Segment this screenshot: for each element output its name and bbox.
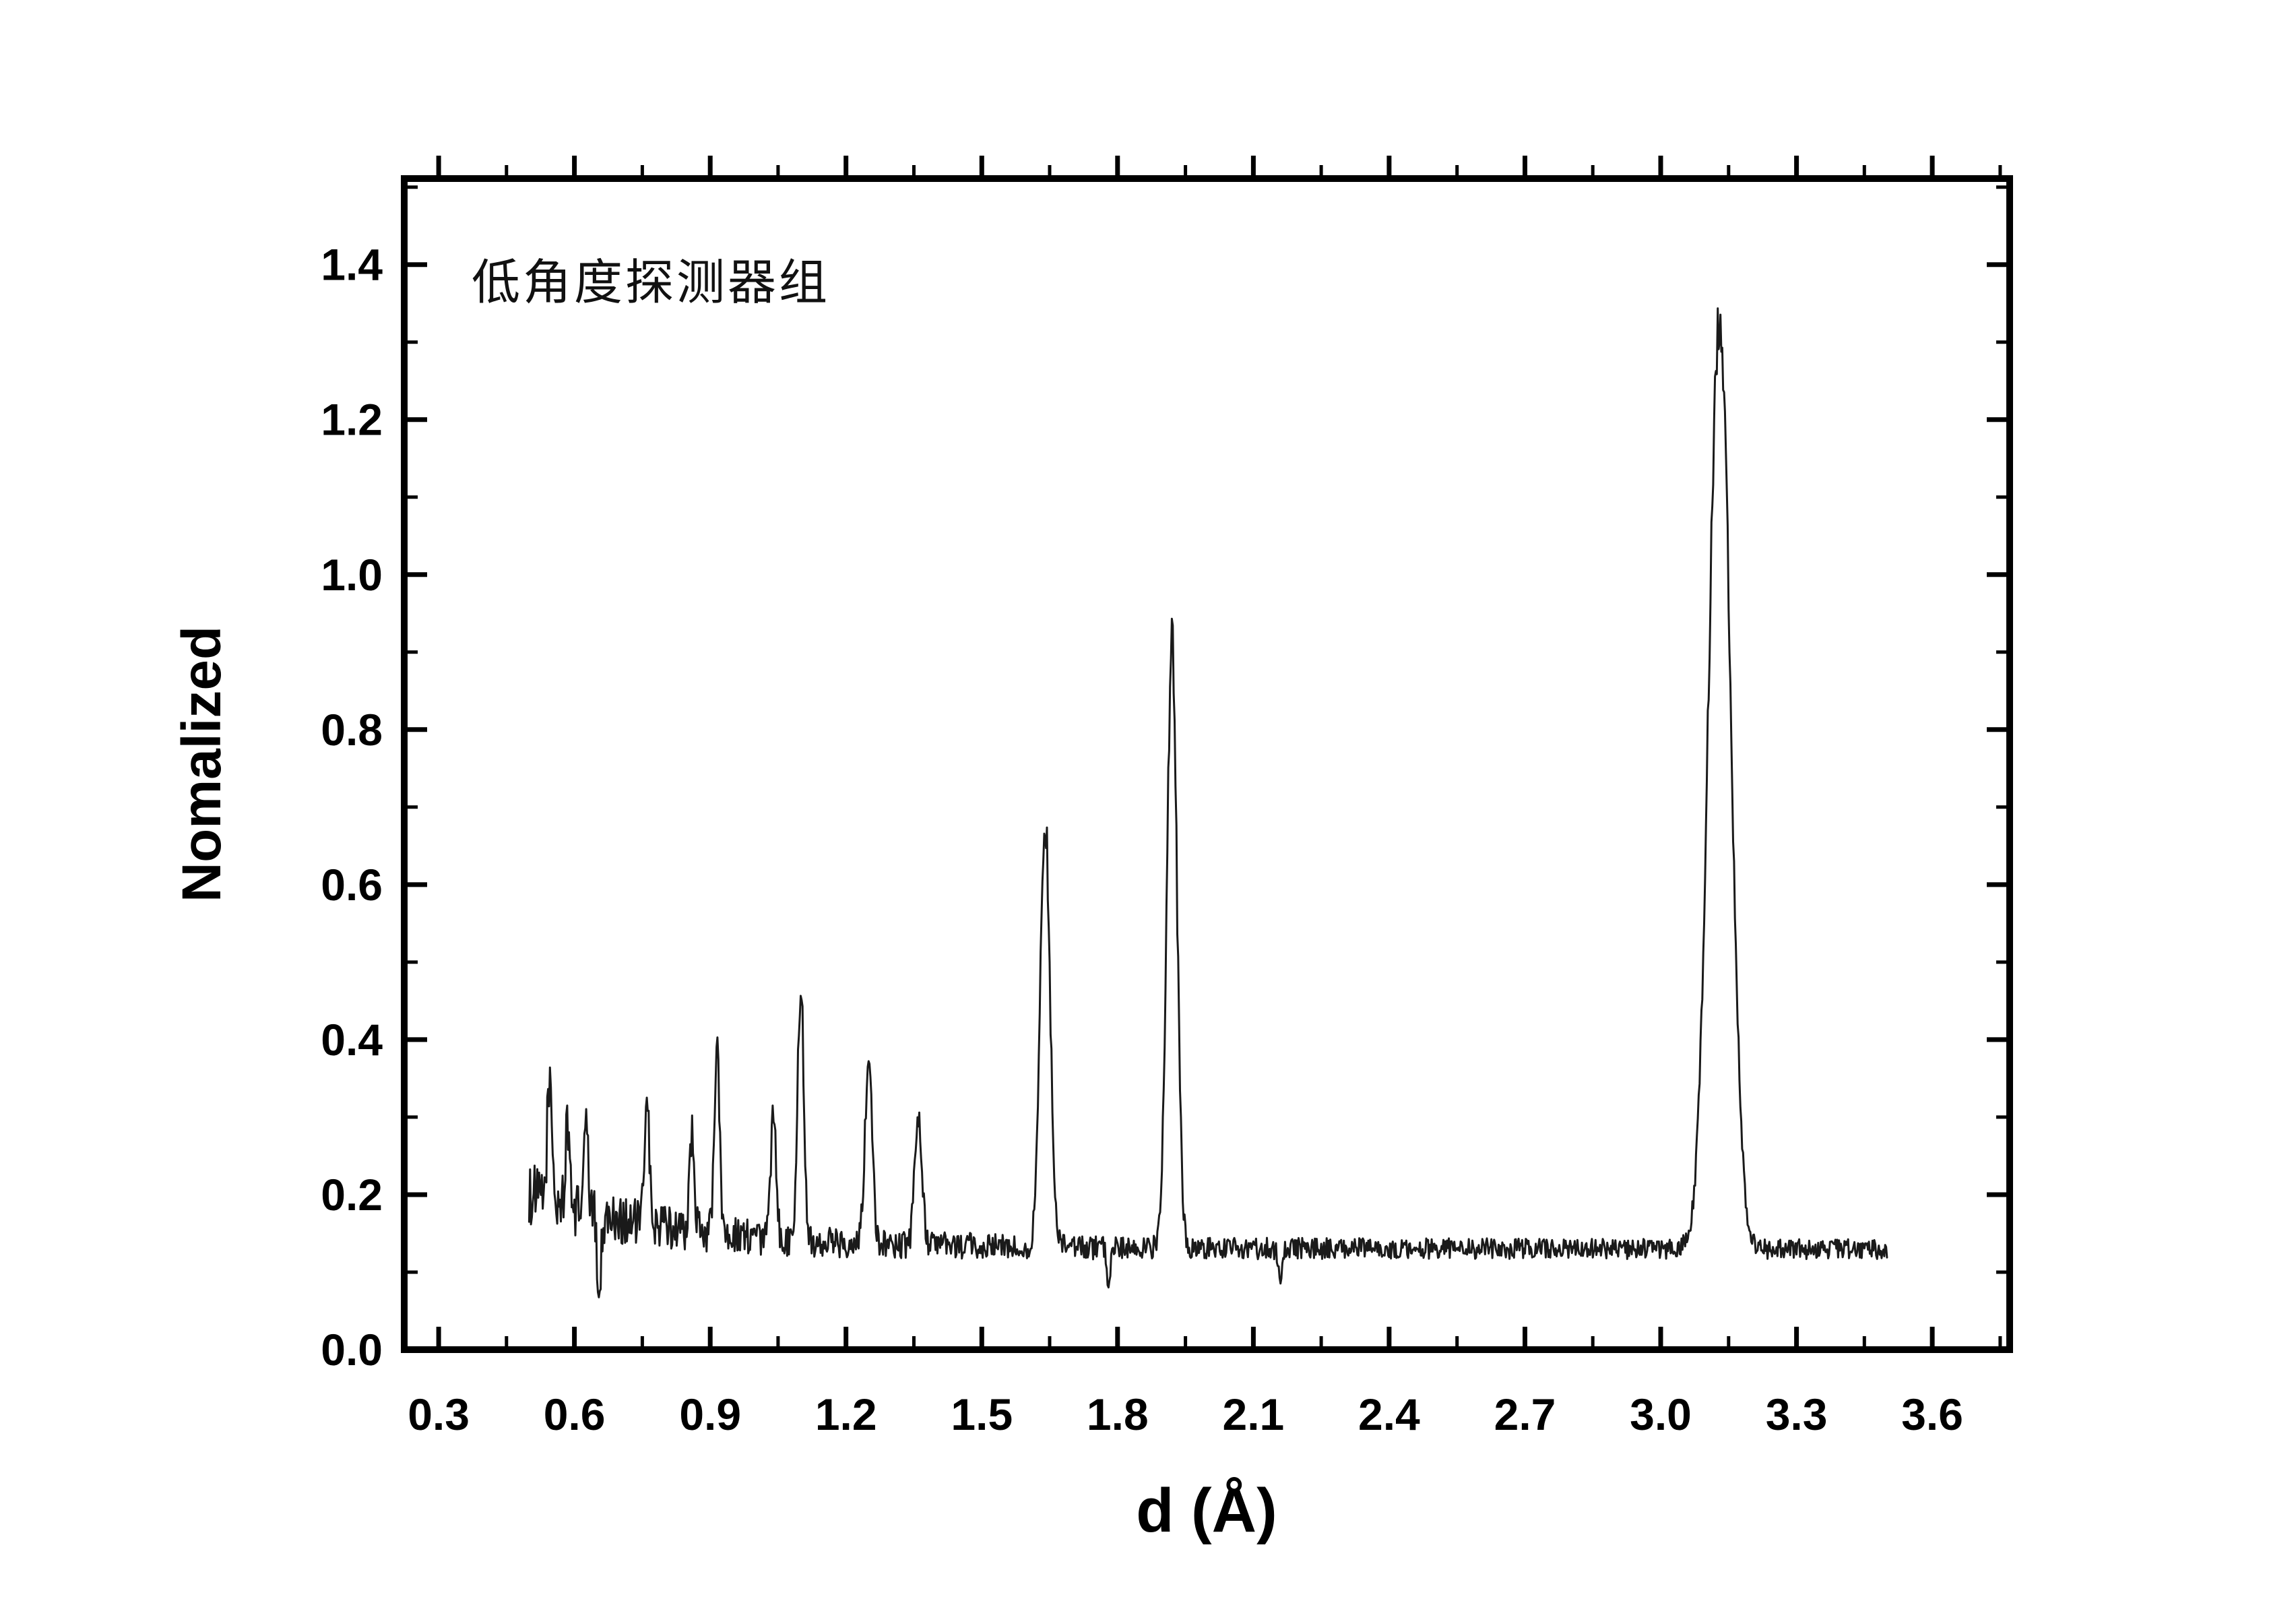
svg-text:1.5: 1.5	[951, 1389, 1013, 1439]
svg-text:0.0: 0.0	[321, 1325, 383, 1375]
svg-text:1.4: 1.4	[321, 240, 383, 290]
y-tick-labels: 0.0 0.2 0.4 0.6 0.8 1.0 1.2 1.4	[321, 240, 383, 1375]
x-axis-minor-ticks	[505, 165, 2002, 1350]
svg-text:1.2: 1.2	[321, 395, 383, 445]
svg-text:3.6: 3.6	[1901, 1389, 1963, 1439]
diffraction-trace	[528, 307, 1888, 1298]
svg-text:1.0: 1.0	[321, 550, 383, 600]
svg-text:3.0: 3.0	[1630, 1389, 1692, 1439]
svg-text:3.3: 3.3	[1766, 1389, 1828, 1439]
x-axis-ticks	[436, 156, 1935, 1350]
svg-text:1.2: 1.2	[815, 1389, 877, 1439]
plot-annotation: 低角度探测器组	[472, 256, 831, 310]
y-axis-label: Nomalized	[171, 625, 232, 903]
y-axis-ticks	[404, 262, 2010, 1352]
svg-text:2.1: 2.1	[1223, 1389, 1285, 1439]
svg-text:0.2: 0.2	[321, 1170, 383, 1220]
svg-text:0.8: 0.8	[321, 705, 383, 755]
svg-text:0.9: 0.9	[679, 1389, 741, 1439]
svg-text:1.8: 1.8	[1087, 1389, 1149, 1439]
svg-text:2.7: 2.7	[1494, 1389, 1556, 1439]
svg-text:0.3: 0.3	[408, 1389, 470, 1439]
x-axis-label: d (Å)	[1136, 1476, 1277, 1545]
x-tick-labels: 0.3 0.6 0.9 1.2 1.5 1.8 2.1 2.4 2.7 3.0 3.3 3.6	[408, 1389, 1963, 1439]
plot-frame	[401, 175, 2013, 1353]
svg-text:2.4: 2.4	[1358, 1389, 1420, 1439]
svg-text:0.6: 0.6	[321, 860, 383, 910]
svg-text:0.4: 0.4	[321, 1015, 383, 1065]
svg-text:0.6: 0.6	[544, 1389, 606, 1439]
